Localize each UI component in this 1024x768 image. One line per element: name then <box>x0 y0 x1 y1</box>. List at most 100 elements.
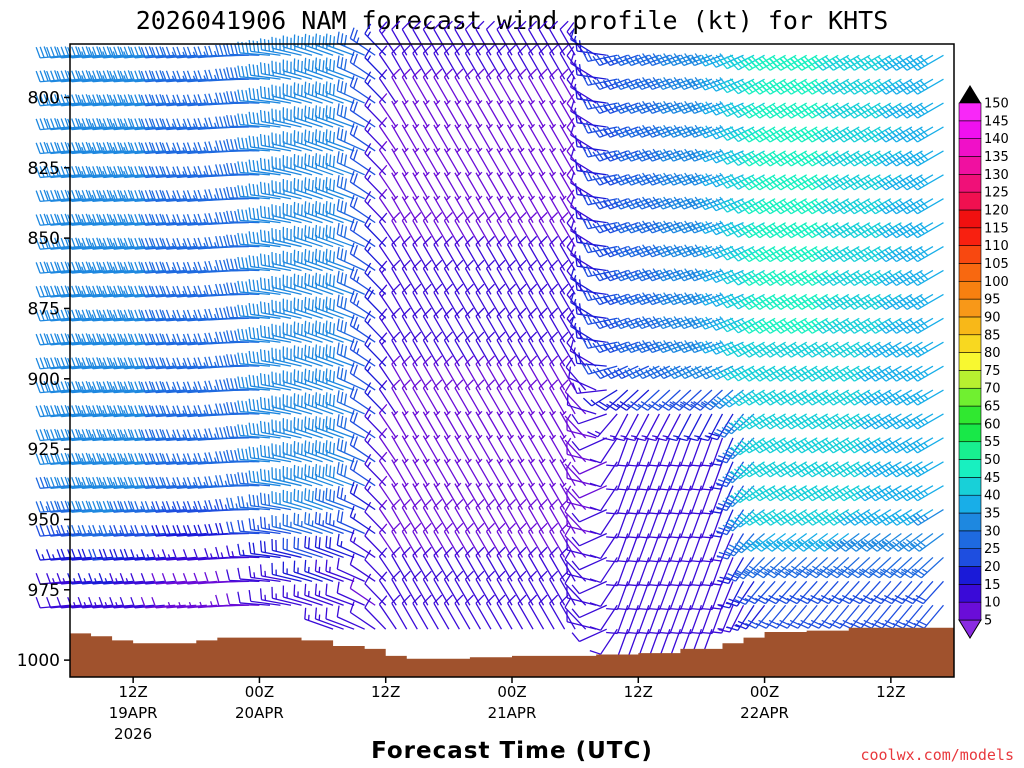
colorbar-label: 65 <box>984 400 1001 415</box>
colorbar-swatch <box>958 405 982 425</box>
colorbar-label: 30 <box>984 524 1001 539</box>
colorbar-label: 120 <box>984 203 1009 218</box>
colorbar-swatch <box>958 584 982 603</box>
wind-barb <box>46 428 81 442</box>
colorbar-swatch <box>958 566 982 585</box>
credit-text: coolwx.com/models <box>860 746 1014 764</box>
colorbar-label: 50 <box>984 453 1001 468</box>
colorbar-label: 15 <box>984 578 1001 593</box>
colorbar-arrow-bottom <box>958 619 982 639</box>
colorbar-swatch <box>958 459 982 478</box>
colorbar-swatch <box>958 280 982 300</box>
colorbar-swatch <box>958 209 982 229</box>
plot-area <box>35 20 955 678</box>
colorbar-swatch <box>958 334 982 353</box>
wind-barb <box>77 381 113 394</box>
colorbar-label: 130 <box>984 168 1009 183</box>
x-tick-label: 12Z <box>876 683 905 701</box>
colorbar-label: 150 <box>984 97 1009 112</box>
colorbar-swatch <box>958 601 982 621</box>
colorbar-swatch <box>958 441 982 460</box>
colorbar-legend: 5 10 15 20 25 30 35 40 45 50 55 60 65 70 75 80 85 90 95 100… <box>958 85 1009 639</box>
y-tick-label: 800 <box>28 88 60 108</box>
colorbar-swatch <box>958 477 982 496</box>
colorbar-label: 95 <box>984 293 1001 308</box>
colorbar-swatch <box>958 387 982 407</box>
colorbar-label: 5 <box>984 614 992 629</box>
wind-barbs <box>35 20 944 659</box>
wind-barb <box>77 333 113 346</box>
wind-barb <box>98 596 134 609</box>
wind-barb <box>98 285 134 298</box>
colorbar-label: 145 <box>984 114 1009 129</box>
x-tick-label: 00Z <box>497 683 526 701</box>
colorbar-label: 70 <box>984 382 1001 397</box>
colorbar-swatch <box>958 191 982 211</box>
colorbar-label: 110 <box>984 239 1009 254</box>
x-tick-label: 00Z <box>245 683 274 701</box>
chart-title: 2026041906 NAM forecast wind profile (kt… <box>136 6 889 35</box>
colorbar-swatch <box>958 298 982 318</box>
wind-barb <box>46 381 81 394</box>
y-tick-label: 875 <box>28 299 60 319</box>
y-tick-label: 850 <box>28 229 60 249</box>
x-tick-label: 12Z <box>118 683 147 701</box>
colorbar-label: 115 <box>984 221 1009 236</box>
colorbar-label: 35 <box>984 507 1001 522</box>
colorbar-label: 25 <box>984 542 1001 557</box>
x-axis: 12Z 19APR 2026 00Z 20APR 12Z 00Z 21APR 12Z 00Z 22A… <box>109 677 906 743</box>
colorbar-swatch <box>958 548 982 567</box>
wind-barb <box>35 596 71 609</box>
y-tick-label: 925 <box>28 440 60 460</box>
y-tick-label: 975 <box>28 581 60 601</box>
colorbar-swatch <box>958 423 982 443</box>
colorbar-swatch <box>958 174 982 193</box>
colorbar-label: 105 <box>984 257 1009 272</box>
wind-barb <box>56 94 92 107</box>
colorbar-swatch <box>958 227 982 246</box>
colorbar-label: 140 <box>984 132 1009 147</box>
y-tick-label: 825 <box>28 159 60 179</box>
x-tick-label: 00Z <box>750 683 779 701</box>
colorbar-label: 75 <box>984 364 1001 379</box>
x-tick-label: 12Z <box>371 683 400 701</box>
colorbar-swatch <box>958 263 982 282</box>
colorbar-swatch <box>958 138 982 157</box>
x-tick-sub1: 21APR <box>488 704 537 722</box>
colorbar-label: 135 <box>984 150 1009 165</box>
x-axis-label: Forecast Time (UTC) <box>371 738 653 764</box>
colorbar-swatch <box>958 316 982 336</box>
wind-barb <box>35 357 71 370</box>
colorbar-label: 90 <box>984 310 1001 325</box>
colorbar-label: 85 <box>984 328 1001 343</box>
colorbar-label: 60 <box>984 417 1001 432</box>
colorbar-label: 80 <box>984 346 1001 361</box>
x-tick-label: 12Z <box>624 683 653 701</box>
y-tick-label: 950 <box>28 510 60 530</box>
colorbar-swatch <box>958 512 982 532</box>
colorbar-label: 55 <box>984 435 1001 450</box>
colorbar-label: 45 <box>984 471 1001 486</box>
x-tick-sub1: 22APR <box>740 704 789 722</box>
colorbar-label: 40 <box>984 489 1001 504</box>
colorbar-swatch <box>958 245 982 264</box>
colorbar-swatch <box>958 494 982 514</box>
x-tick-sub1: 20APR <box>235 704 284 722</box>
colorbar-swatch <box>958 530 982 549</box>
colorbar-label: 125 <box>984 186 1009 201</box>
colorbar-label: 20 <box>984 560 1001 575</box>
x-tick-sub1: 19APR <box>109 704 158 722</box>
y-tick-label: 1000 <box>17 651 60 671</box>
colorbar-arrow-top <box>959 85 981 103</box>
colorbar-swatch <box>958 370 982 389</box>
wind-barb <box>35 237 71 250</box>
x-tick-sub2: 2026 <box>114 725 152 743</box>
colorbar-label: 100 <box>984 275 1009 290</box>
colorbar-swatch <box>958 120 982 139</box>
colorbar-swatch <box>958 352 982 371</box>
y-tick-label: 900 <box>28 370 60 390</box>
colorbar-label: 10 <box>984 596 1001 611</box>
wind-barb <box>98 333 134 346</box>
colorbar-swatch <box>958 156 982 175</box>
